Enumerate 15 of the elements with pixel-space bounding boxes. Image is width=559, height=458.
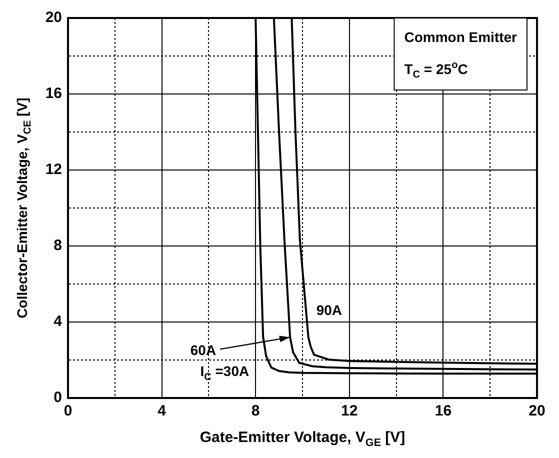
y-tick-label: 20 xyxy=(45,9,62,26)
series-label: 90A xyxy=(316,302,342,318)
x-tick-label: 4 xyxy=(158,402,167,420)
annotation: Common Emitter xyxy=(404,28,518,45)
y-tick-label: 16 xyxy=(45,85,62,102)
text: 60A xyxy=(190,342,216,358)
y-tick-label: 8 xyxy=(54,237,62,254)
y-tick-label: 0 xyxy=(54,389,62,406)
y-tick-label: 4 xyxy=(54,313,63,330)
y-axis-title: Collector-Emitter Voltage, VCE [V] xyxy=(14,98,34,318)
x-tick-label: 12 xyxy=(341,402,358,420)
y-tick-label: 12 xyxy=(45,161,62,178)
x-tick-label: 20 xyxy=(528,402,546,420)
x-tick-label: 16 xyxy=(434,402,452,420)
x-tick-label: 8 xyxy=(251,402,260,420)
